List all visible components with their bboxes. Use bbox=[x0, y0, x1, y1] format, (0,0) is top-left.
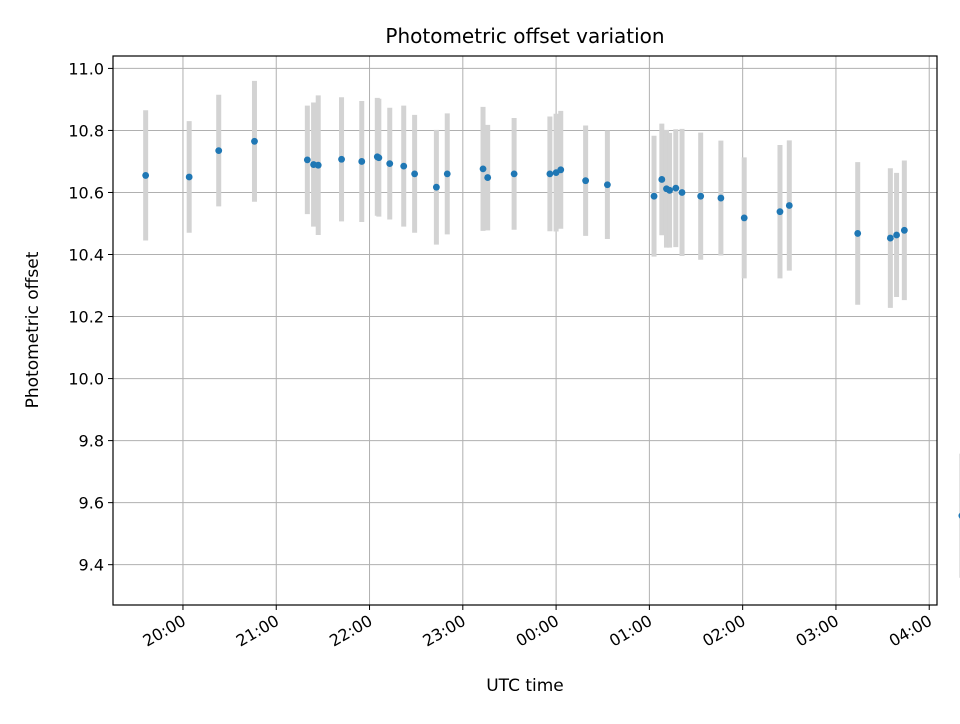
data-point bbox=[678, 189, 686, 196]
y-axis-ticks: 9.4 9.6 9.8 10.0 10.2 10.4 10.6 10.8 11.0 bbox=[68, 59, 113, 575]
data-point bbox=[400, 162, 408, 170]
data-point bbox=[658, 176, 666, 183]
y-tick-label: 9.8 bbox=[79, 432, 104, 451]
data-point bbox=[484, 174, 492, 181]
data-point bbox=[546, 170, 554, 178]
data-point bbox=[314, 161, 322, 169]
data-point bbox=[411, 170, 419, 178]
data-point bbox=[582, 177, 590, 185]
data-point bbox=[386, 160, 394, 168]
data-point bbox=[900, 226, 908, 234]
data-point bbox=[185, 173, 193, 181]
data-point bbox=[854, 230, 862, 237]
data-point bbox=[717, 194, 725, 202]
data-point bbox=[251, 137, 258, 145]
data-point bbox=[358, 158, 366, 165]
y-tick-label: 10.4 bbox=[68, 246, 104, 265]
plot-frame bbox=[112, 55, 938, 606]
y-tick-label: 10.2 bbox=[68, 308, 104, 327]
data-point bbox=[215, 147, 223, 155]
y-tick-label: 10.0 bbox=[68, 370, 104, 389]
data-point bbox=[776, 208, 784, 216]
chart-title: Photometric offset variation bbox=[385, 24, 664, 48]
data-point bbox=[432, 183, 440, 191]
data-point bbox=[443, 170, 451, 178]
data-point bbox=[557, 166, 565, 174]
y-tick-label: 9.6 bbox=[79, 494, 104, 513]
data-point bbox=[479, 165, 487, 173]
data-point bbox=[785, 202, 793, 209]
y-tick-label: 10.8 bbox=[68, 121, 104, 140]
data-point bbox=[338, 155, 345, 163]
data-point bbox=[893, 231, 900, 239]
grid bbox=[113, 56, 937, 605]
data-point bbox=[886, 234, 894, 242]
y-axis-label: Photometric offset bbox=[23, 251, 43, 408]
data-point bbox=[604, 181, 611, 189]
data-point bbox=[650, 192, 658, 200]
data-point bbox=[375, 154, 383, 162]
data-point bbox=[142, 172, 150, 179]
data-point bbox=[666, 186, 673, 194]
data-point bbox=[672, 184, 680, 192]
data-point bbox=[303, 156, 311, 164]
data-point bbox=[510, 170, 518, 178]
data-point bbox=[697, 192, 705, 200]
data-point bbox=[740, 214, 748, 222]
x-axis-label: UTC time bbox=[486, 676, 564, 696]
data-points bbox=[142, 137, 960, 519]
y-tick-label: 11.0 bbox=[68, 59, 104, 78]
y-tick-label: 10.6 bbox=[68, 183, 104, 202]
y-tick-label: 9.4 bbox=[79, 556, 104, 575]
